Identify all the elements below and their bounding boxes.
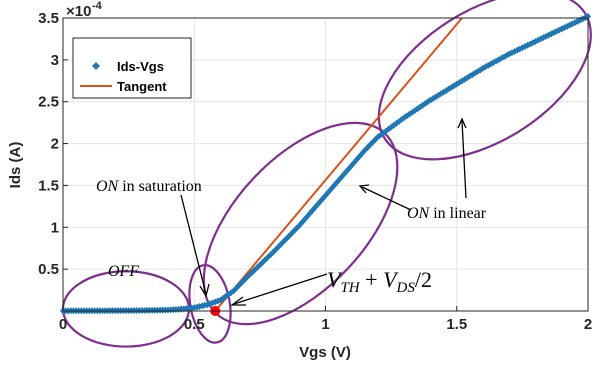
arrow-linear-2 xyxy=(461,120,467,199)
vth-plus: + xyxy=(360,267,383,292)
legend: Ids-Vgs Tangent xyxy=(72,37,192,99)
vth-sub1: TH xyxy=(340,280,360,296)
arrow-linear-1 xyxy=(361,186,412,211)
y-tick-label: 1.5 xyxy=(38,177,59,194)
y-exponent-base: ×10 xyxy=(66,3,91,20)
arrow-saturation-head xyxy=(199,283,210,298)
legend-marker-ids-vgs xyxy=(92,62,100,70)
plot-area-frame xyxy=(62,17,589,312)
vth-v1: V xyxy=(327,267,343,292)
annotation-on-saturation-rest: in saturation xyxy=(118,178,202,195)
x-tick-label: 1.5 xyxy=(446,316,467,333)
arrow-linear-1-head xyxy=(358,184,370,194)
annotation-on-linear-italic: ON xyxy=(407,205,431,222)
y-exponent-power: -4 xyxy=(92,0,103,12)
annotation-on-saturation: ON in saturation xyxy=(96,178,202,195)
annotation-on-saturation-italic: ON xyxy=(96,178,120,195)
data-points xyxy=(60,12,591,315)
x-tick-label: 1 xyxy=(321,316,329,333)
legend-label-ids-vgs: Ids-Vgs xyxy=(117,59,164,74)
data-point xyxy=(385,125,392,133)
x-tick-labels: 0 0.5 1 1.5 2 xyxy=(59,316,592,333)
x-tick-label: 2 xyxy=(584,316,592,333)
arrow-linear-2-head xyxy=(457,117,467,129)
y-tick-label: 2 xyxy=(51,136,59,153)
x-axis-label: Vgs (V) xyxy=(299,344,351,361)
x-tick-label: 0.5 xyxy=(184,316,205,333)
annotation-vth: VTH + VDS/2 xyxy=(327,267,432,296)
annotation-off: OFF xyxy=(108,263,139,280)
y-axis-label: Ids (A) xyxy=(7,142,24,189)
tangent-line-group xyxy=(214,17,463,312)
y-tick-label: 2.5 xyxy=(38,94,59,111)
x-tick-label: 0 xyxy=(59,316,67,333)
arrow-saturation xyxy=(180,194,207,295)
y-tick-label: 1 xyxy=(51,219,59,236)
vth-div: /2 xyxy=(415,267,432,292)
annotation-on-linear-rest: in linear xyxy=(429,205,487,222)
tangent-line xyxy=(214,17,463,312)
data-point xyxy=(550,29,557,37)
annotation-on-linear: ON in linear xyxy=(407,205,487,222)
vth-v2: V xyxy=(383,267,399,292)
y-tick-label: 3.5 xyxy=(38,10,59,27)
arrow-vth xyxy=(233,273,328,305)
vth-sub2: DS xyxy=(396,280,416,296)
y-tick-label: 0.5 xyxy=(38,261,59,278)
annotation-arrows xyxy=(180,117,467,306)
legend-label-tangent: Tangent xyxy=(117,79,167,94)
arrow-vth-head xyxy=(230,296,246,306)
legend-box xyxy=(72,37,192,99)
y-tick-labels: 0.5 1 1.5 2 2.5 3 3.5 xyxy=(38,10,59,278)
data-point xyxy=(561,24,568,32)
ellipse-linear-region-2 xyxy=(377,0,592,161)
y-tick-label: 3 xyxy=(51,52,59,69)
